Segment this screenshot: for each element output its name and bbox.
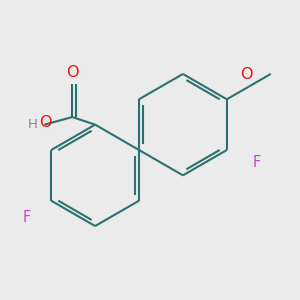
Text: O: O <box>240 67 253 82</box>
Text: F: F <box>22 210 31 225</box>
Text: O: O <box>66 65 79 80</box>
Text: F: F <box>253 155 261 170</box>
Text: O: O <box>39 115 52 130</box>
Text: H: H <box>28 118 38 130</box>
